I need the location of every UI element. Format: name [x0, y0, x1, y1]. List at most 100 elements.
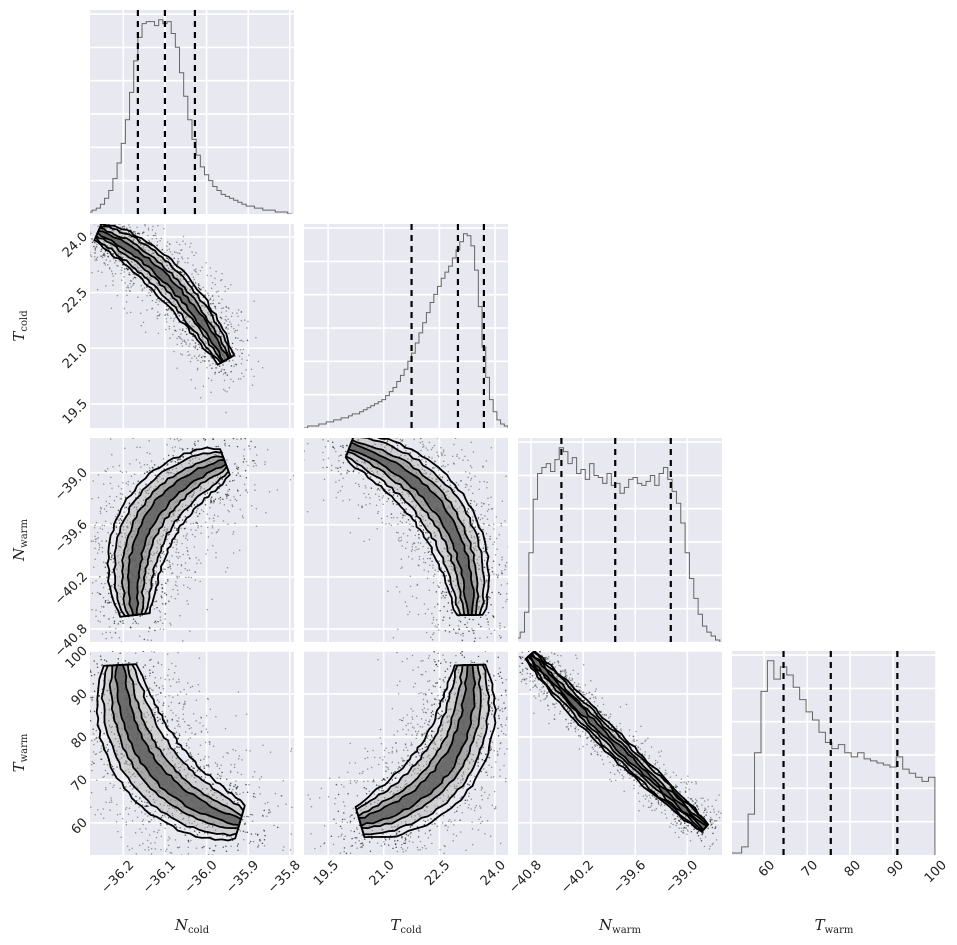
sample-point: [112, 258, 115, 260]
sample-point: [196, 834, 199, 836]
sample-point: [407, 555, 410, 558]
sample-point: [98, 593, 101, 595]
sample-point: [506, 598, 508, 601]
sample-point: [85, 231, 87, 233]
sample-point: [76, 545, 78, 547]
sample-point: [240, 311, 243, 313]
sample-point: [162, 458, 165, 460]
sample-point: [224, 290, 226, 292]
sample-point: [213, 314, 215, 316]
sample-point: [195, 357, 198, 360]
sample-point: [109, 631, 112, 634]
sample-point: [91, 217, 93, 219]
sample-point: [232, 531, 235, 533]
sample-point: [199, 289, 202, 291]
sample-point: [340, 454, 342, 457]
sample-point: [144, 219, 146, 221]
sample-point: [65, 201, 67, 203]
sample-point: [438, 474, 441, 476]
sample-point: [365, 496, 367, 498]
sample-point: [110, 307, 113, 309]
sample-point: [367, 493, 370, 496]
sample-point: [418, 524, 421, 527]
sample-point: [111, 571, 114, 573]
sample-point: [161, 603, 164, 605]
sample-point: [100, 248, 103, 250]
sample-point: [187, 586, 189, 589]
sample-point: [112, 253, 114, 255]
sample-point: [127, 224, 129, 225]
sample-point: [94, 540, 97, 543]
sample-point: [168, 600, 170, 603]
sample-point: [85, 261, 87, 263]
sample-point: [181, 257, 184, 260]
sample-point: [122, 818, 124, 820]
sample-point: [98, 548, 100, 551]
sample-point: [212, 544, 214, 547]
sample-point: [104, 254, 106, 257]
sample-point: [226, 566, 229, 569]
sample-point: [159, 239, 161, 242]
sample-point: [85, 614, 87, 616]
sample-point: [203, 356, 206, 358]
sample-point: [468, 472, 471, 474]
sample-point: [485, 556, 488, 559]
sample-point: [471, 628, 473, 630]
sample-point: [178, 315, 181, 317]
sample-point: [408, 528, 410, 530]
sample-point: [220, 279, 223, 281]
sample-point: [148, 291, 150, 294]
sample-point: [103, 508, 106, 510]
sample-point: [194, 342, 197, 344]
sample-point: [184, 515, 187, 518]
sample-point: [156, 831, 159, 834]
sample-point: [419, 521, 421, 524]
sample-point: [218, 497, 220, 500]
sample-point: [509, 600, 511, 602]
sample-point: [133, 276, 136, 279]
sample-point: [182, 703, 185, 706]
sample-point: [182, 319, 184, 322]
sample-point: [179, 691, 182, 693]
sample-point: [390, 513, 393, 515]
sample-point: [157, 620, 159, 623]
sample-point: [187, 354, 189, 357]
sample-point: [236, 467, 238, 470]
sample-point: [225, 305, 227, 308]
sample-point: [413, 434, 415, 436]
sample-point: [436, 626, 438, 628]
sample-point: [127, 813, 130, 815]
sample-point: [164, 568, 166, 571]
sample-point: [413, 542, 415, 544]
sample-point: [165, 328, 167, 331]
sample-point: [240, 438, 242, 440]
sample-point: [191, 533, 194, 536]
sample-point: [440, 447, 442, 449]
sample-point: [236, 854, 238, 855]
sample-point: [254, 796, 256, 798]
sample-point: [225, 411, 227, 414]
sample-point: [225, 850, 228, 853]
sample-point: [239, 349, 242, 351]
sample-point: [96, 591, 99, 594]
sample-point: [118, 260, 120, 262]
sample-point: [213, 499, 215, 502]
sample-point: [115, 611, 117, 614]
sample-point: [185, 521, 188, 523]
sample-point: [228, 444, 230, 447]
sample-point: [105, 562, 107, 564]
sample-point: [254, 833, 257, 835]
sample-point: [132, 622, 134, 624]
sample-point: [428, 441, 431, 444]
sample-point: [71, 560, 73, 562]
sample-point: [129, 226, 131, 229]
sample-point: [122, 482, 124, 484]
sample-point: [204, 438, 207, 441]
sample-point: [164, 314, 166, 317]
sample-point: [411, 548, 414, 551]
sample-point: [510, 639, 512, 641]
sample-point: [235, 780, 237, 782]
sample-point: [246, 339, 249, 342]
sample-point: [397, 523, 399, 526]
sample-point: [94, 252, 96, 254]
